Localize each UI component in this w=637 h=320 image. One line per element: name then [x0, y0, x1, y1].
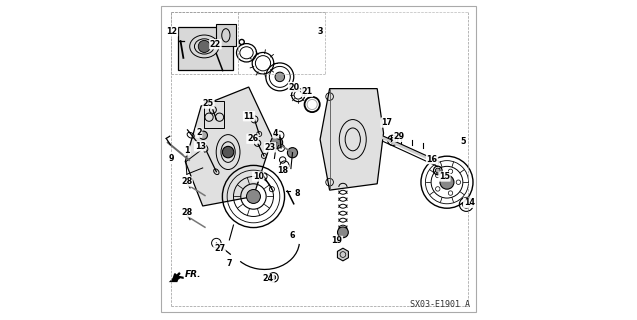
Circle shape	[271, 275, 276, 280]
Text: 26: 26	[247, 134, 258, 143]
Bar	[217, 24, 236, 46]
Text: 27: 27	[214, 244, 225, 253]
Text: 18: 18	[277, 166, 289, 175]
Ellipse shape	[390, 138, 396, 143]
Bar	[178, 27, 234, 69]
Text: 14: 14	[464, 198, 475, 207]
Ellipse shape	[275, 72, 285, 82]
Text: 10: 10	[253, 172, 264, 181]
Text: 6: 6	[290, 231, 295, 240]
Circle shape	[287, 148, 297, 158]
Polygon shape	[320, 89, 383, 190]
Text: 25: 25	[203, 99, 214, 108]
Text: 3: 3	[317, 27, 323, 36]
Circle shape	[198, 40, 210, 52]
Circle shape	[440, 175, 454, 189]
Text: 23: 23	[265, 143, 276, 152]
Circle shape	[338, 227, 348, 238]
Text: 16: 16	[427, 155, 438, 164]
Text: 1: 1	[185, 146, 190, 155]
Text: 4: 4	[273, 129, 278, 138]
Text: 22: 22	[210, 40, 221, 49]
Circle shape	[247, 189, 261, 204]
Text: 29: 29	[394, 132, 404, 141]
Text: FR.: FR.	[185, 270, 202, 279]
Bar	[204, 101, 224, 128]
Circle shape	[271, 137, 283, 148]
Text: 2: 2	[196, 128, 202, 137]
Text: 12: 12	[166, 27, 178, 36]
Text: 15: 15	[439, 172, 450, 181]
Text: 20: 20	[289, 83, 299, 92]
Ellipse shape	[436, 168, 440, 173]
Text: 28: 28	[182, 208, 193, 217]
Text: 11: 11	[243, 112, 255, 121]
Polygon shape	[338, 248, 348, 261]
Text: 28: 28	[181, 177, 192, 186]
Text: 13: 13	[195, 142, 206, 151]
Polygon shape	[169, 272, 183, 282]
Text: 9: 9	[169, 154, 175, 163]
Text: 5: 5	[460, 137, 466, 146]
Text: SX03-E1901 A: SX03-E1901 A	[410, 300, 470, 309]
Text: 8: 8	[294, 189, 300, 198]
Circle shape	[222, 146, 234, 158]
Text: 21: 21	[301, 87, 313, 96]
Text: 7: 7	[226, 259, 232, 268]
Text: 19: 19	[331, 236, 343, 245]
Polygon shape	[185, 87, 273, 206]
Text: 17: 17	[381, 118, 392, 127]
Circle shape	[199, 131, 208, 140]
Text: 24: 24	[263, 275, 274, 284]
